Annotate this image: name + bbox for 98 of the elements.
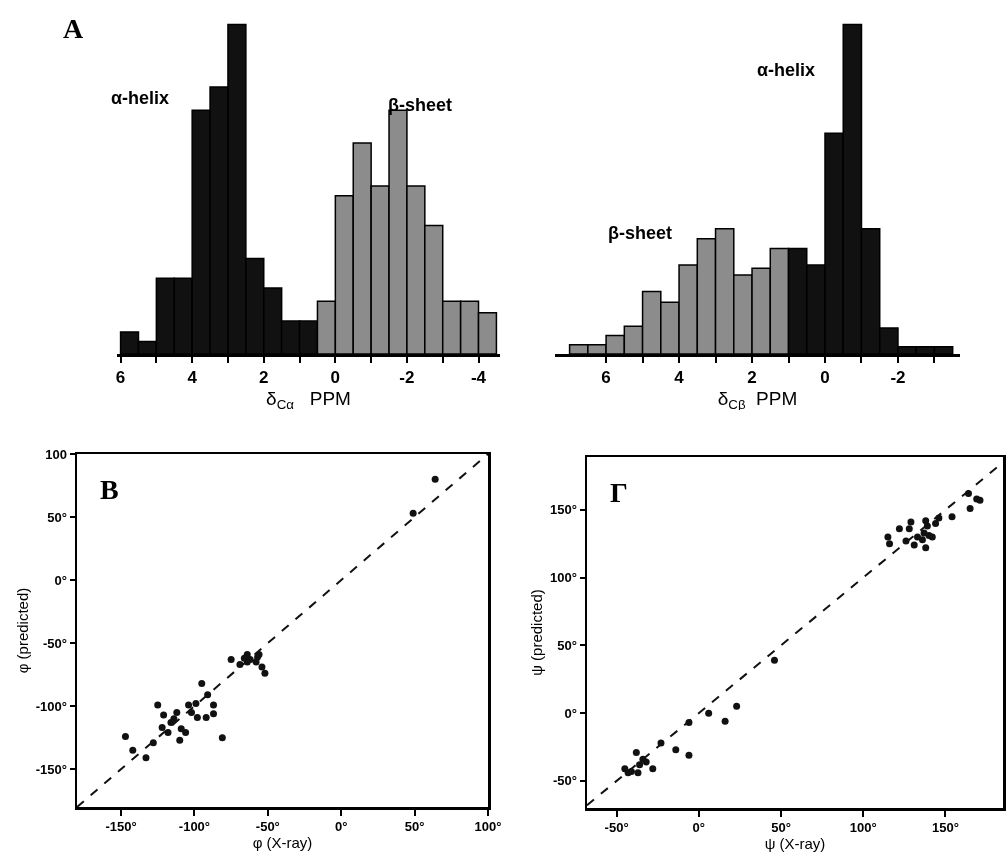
point (185, 701, 193, 709)
x-axis-title: φ (X-ray) (252, 834, 313, 852)
x-tick-label: 0 (820, 368, 830, 388)
y-tick-label: -50° (552, 773, 577, 789)
point (177, 725, 185, 733)
point (204, 691, 212, 699)
point (154, 701, 162, 709)
x-tick-label: 150° (932, 820, 959, 836)
x-tick-label: -50° (604, 820, 629, 836)
x-tick-label: 100° (474, 819, 502, 835)
point (149, 739, 157, 747)
point (218, 734, 226, 742)
x-tick-label: 50° (404, 819, 425, 835)
x-tick-label: -100° (178, 819, 211, 835)
point (193, 713, 201, 721)
y-tick-label: -50° (42, 635, 67, 651)
point (895, 525, 903, 533)
x-tick-label: 0 (330, 368, 341, 388)
point (922, 517, 930, 525)
point (884, 533, 892, 541)
y-tick-label: 150° (550, 502, 577, 518)
x-tick-label: 4 (674, 368, 685, 388)
point (192, 700, 200, 708)
point (918, 536, 926, 544)
x-tick-label: 2 (747, 368, 757, 388)
x-tick-label: -2 (399, 368, 415, 388)
y-tick-label: 0° (54, 572, 67, 588)
x-tick-label: 0° (692, 820, 706, 836)
point (409, 509, 417, 517)
y-tick-label: 100 (45, 446, 67, 462)
point (431, 475, 439, 483)
point (905, 525, 913, 533)
point (121, 732, 129, 740)
x-tick-label: -4 (470, 368, 487, 388)
point (198, 679, 206, 687)
point (173, 708, 181, 716)
point (252, 658, 260, 666)
point (886, 540, 894, 548)
point (164, 729, 172, 737)
x-tick-label: 2 (259, 368, 269, 388)
x-tick-label: 4 (187, 368, 198, 388)
point (160, 711, 168, 719)
point (202, 713, 210, 721)
point (227, 656, 235, 663)
text: A (63, 13, 84, 44)
point (910, 541, 918, 549)
point (922, 544, 930, 552)
point (672, 746, 680, 754)
point (182, 729, 190, 737)
x-tick-label: 50° (771, 820, 791, 836)
point (632, 748, 640, 756)
point (907, 518, 915, 526)
point (129, 746, 137, 754)
x-tick-label: -150° (105, 819, 137, 835)
annotation: α-helix (111, 88, 170, 108)
y-tick-label: 100° (550, 570, 577, 586)
point (170, 715, 178, 723)
y-tick-label: 50° (47, 509, 67, 525)
x-tick-label: -2 (890, 368, 906, 388)
point (636, 761, 644, 769)
x-axis-title: δ$_{Cα}$ PPM (266, 388, 351, 412)
x-axis-title: ψ (X-ray) (764, 835, 826, 853)
y-axis-title: ψ (predicted) (528, 589, 546, 676)
point (914, 533, 921, 541)
point (721, 717, 729, 725)
y-tick-label: 0° (564, 705, 577, 721)
y-tick-label: -150° (35, 761, 67, 777)
point (634, 769, 642, 777)
point (261, 669, 269, 677)
y-axis-title: φ (predicted) (13, 587, 31, 674)
x-tick-label: 6 (601, 368, 611, 388)
x-tick-label: 100° (849, 820, 877, 836)
annotation: β-sheet (388, 95, 453, 115)
x-axis-title: δ$_{Cβ}$ PPM (717, 388, 798, 412)
y-tick-label: -100° (35, 698, 67, 714)
point (966, 505, 974, 512)
point (733, 702, 741, 710)
annotation: β-sheet (608, 223, 673, 243)
point (258, 663, 266, 671)
x-tick-label: 6 (115, 368, 126, 388)
x-tick-label: 0° (334, 819, 348, 835)
point (210, 710, 218, 718)
annotation: B (100, 474, 119, 505)
point (158, 724, 166, 732)
x-tick-label: -50° (255, 819, 280, 835)
point (770, 656, 778, 664)
point (649, 765, 657, 773)
annotation: α-helix (757, 60, 816, 80)
point (705, 709, 713, 717)
y-tick-label: 50° (557, 637, 577, 653)
point (210, 701, 218, 709)
point (176, 736, 184, 744)
point (948, 513, 956, 521)
point (142, 754, 150, 762)
point (240, 654, 248, 662)
annotation: Γ (610, 477, 628, 508)
point (685, 751, 693, 759)
point (932, 519, 940, 527)
